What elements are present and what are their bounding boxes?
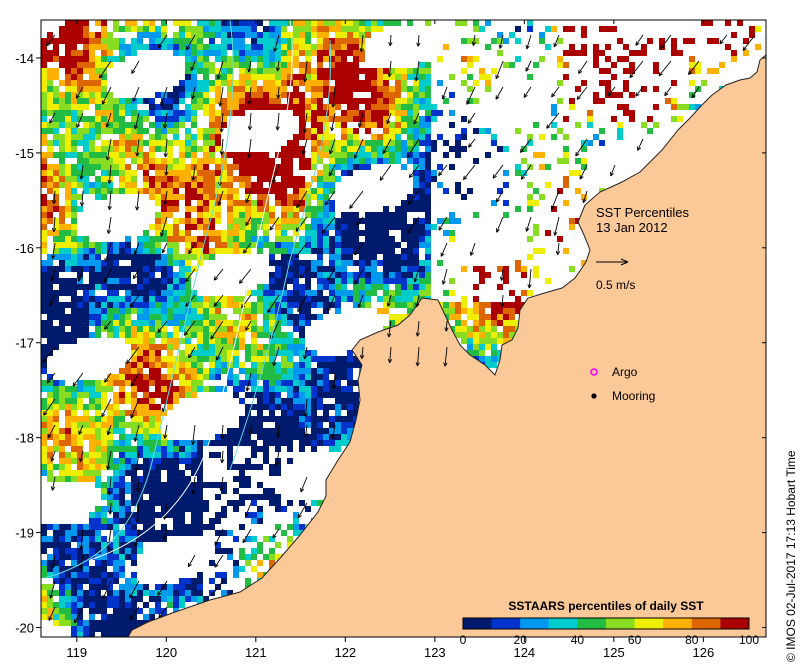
x-axis: 119 120 121 122 123 124 125 126 bbox=[66, 20, 714, 660]
y-tick-label: -15 bbox=[15, 146, 34, 161]
argo-marker-icon bbox=[590, 368, 598, 376]
plot-frame bbox=[40, 19, 767, 638]
colorbar-swatch bbox=[491, 618, 521, 629]
map-date: 13 Jan 2012 bbox=[596, 220, 668, 235]
colorbar-swatch bbox=[634, 618, 664, 629]
scale-arrow bbox=[596, 258, 629, 266]
y-tick-label: -20 bbox=[15, 621, 34, 636]
x-tick-label: 122 bbox=[334, 645, 356, 660]
mooring-label: Mooring bbox=[612, 389, 655, 403]
colorbar-tick-label: 20 bbox=[514, 633, 528, 647]
colorbar-swatch bbox=[720, 618, 750, 629]
contour-line bbox=[89, 20, 293, 561]
x-tick-label: 121 bbox=[245, 645, 267, 660]
current-vectors bbox=[42, 34, 756, 624]
argo-label: Argo bbox=[612, 365, 638, 379]
x-tick-label: 124 bbox=[513, 645, 535, 660]
contour-line bbox=[229, 39, 332, 471]
credit-text: © IMOS 02-Jul-2017 17:13 Hobart Time bbox=[784, 450, 798, 662]
map-title: SST Percentiles bbox=[596, 205, 689, 220]
colorbar-swatch bbox=[663, 618, 693, 629]
y-tick-label: -18 bbox=[15, 431, 34, 446]
colorbar-swatch bbox=[606, 618, 636, 629]
x-tick-label: 123 bbox=[424, 645, 446, 660]
colorbar: SSTAARS percentiles of daily SST 0 20 40 60… bbox=[460, 599, 760, 647]
x-tick-label: 119 bbox=[66, 645, 87, 660]
y-tick-label: -19 bbox=[15, 526, 34, 541]
colorbar-title: SSTAARS percentiles of daily SST bbox=[508, 599, 704, 613]
colorbar-swatch bbox=[548, 618, 578, 629]
bathymetry-contours bbox=[44, 20, 332, 579]
colorbar-swatch bbox=[520, 618, 550, 629]
y-tick-label: -17 bbox=[15, 336, 34, 351]
colorbar-tick-label: 80 bbox=[685, 633, 699, 647]
y-tick-label: -16 bbox=[15, 241, 34, 256]
mooring-marker-icon bbox=[591, 393, 597, 399]
colorbar-tick-label: 60 bbox=[628, 633, 642, 647]
colorbar-tick-label: 40 bbox=[571, 633, 585, 647]
scale-label: 0.5 m/s bbox=[596, 278, 635, 292]
land-mass bbox=[128, 20, 766, 637]
y-axis: -14 -15 -16 -17 -18 -19 -20 bbox=[15, 51, 766, 636]
colorbar-swatch bbox=[577, 618, 607, 629]
colorbar-swatch bbox=[463, 618, 493, 629]
colorbar-tick-label: 0 bbox=[460, 633, 467, 647]
y-tick-label: -14 bbox=[15, 51, 34, 66]
legend: Argo Mooring bbox=[590, 365, 655, 403]
colorbar-swatch bbox=[691, 618, 721, 629]
x-tick-label: 126 bbox=[692, 645, 714, 660]
colorbar-tick-label: 100 bbox=[739, 633, 759, 647]
x-tick-label: 125 bbox=[603, 645, 625, 660]
contour-line bbox=[44, 20, 234, 579]
x-tick-label: 120 bbox=[155, 645, 177, 660]
coastline bbox=[127, 54, 766, 637]
